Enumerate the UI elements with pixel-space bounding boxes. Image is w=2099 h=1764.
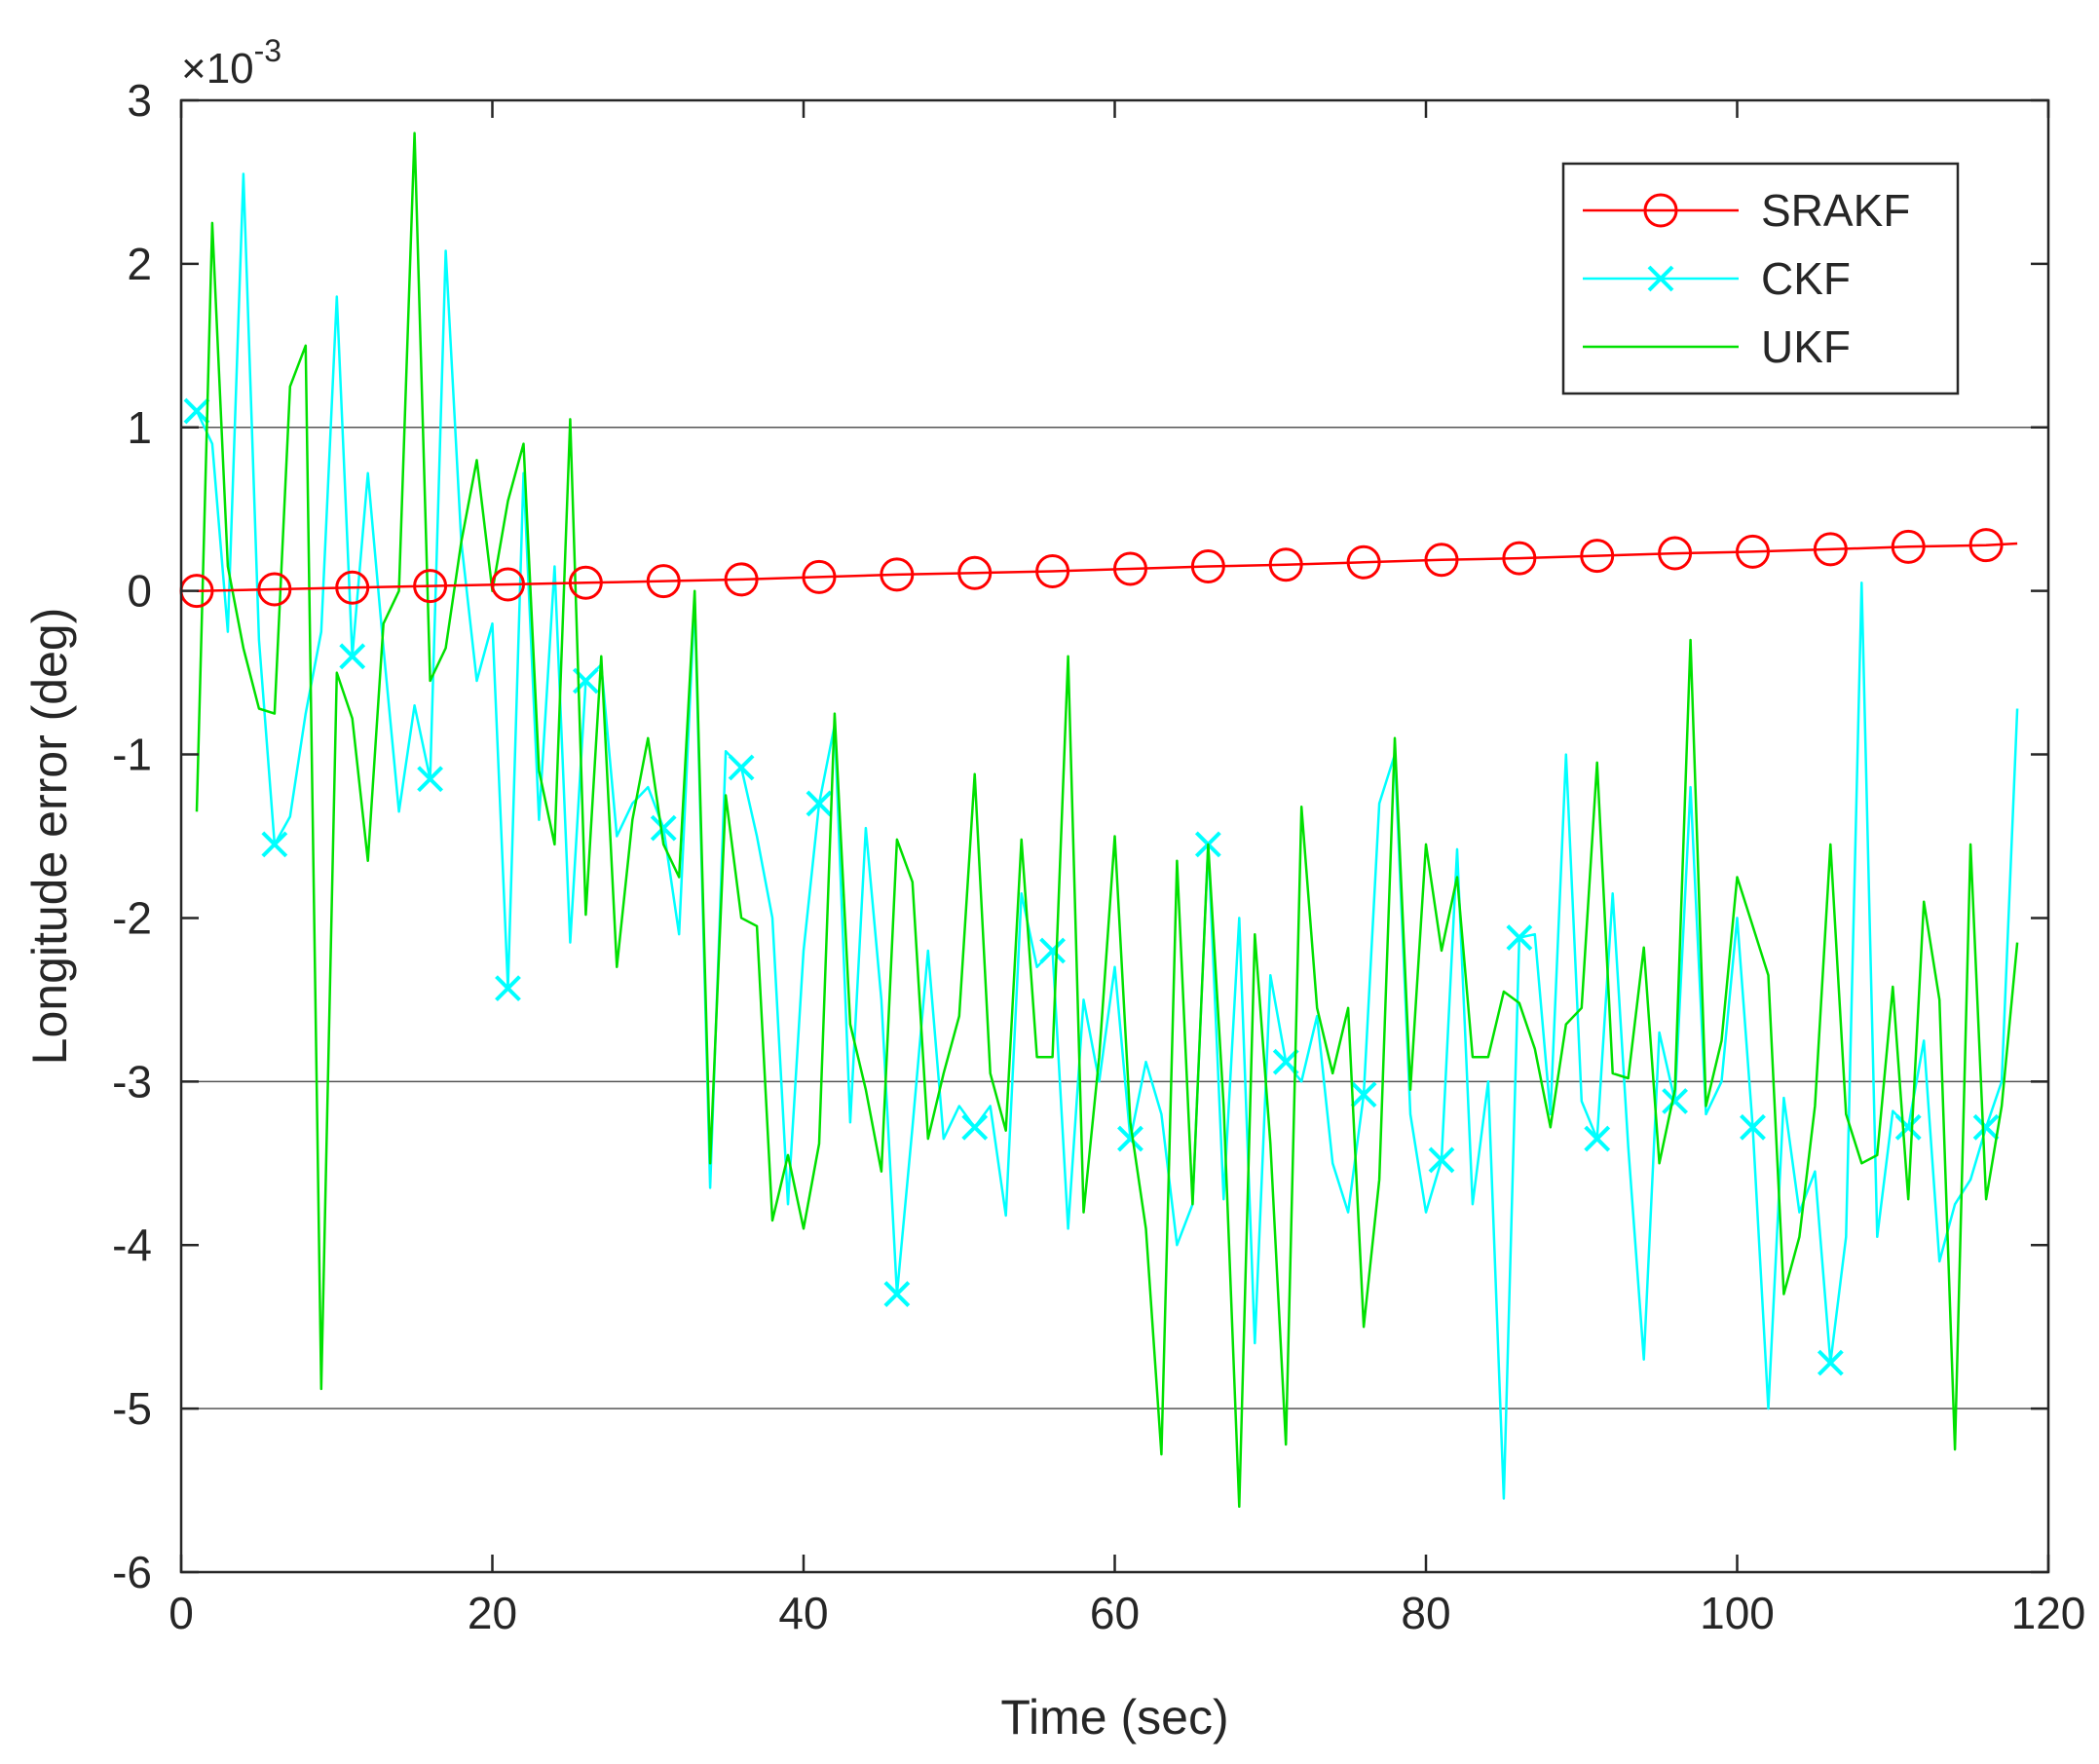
data-point [495, 975, 521, 1002]
y-scale-exponent: -3 [254, 33, 281, 68]
data-point [1112, 551, 1147, 586]
data-point [1817, 1349, 1844, 1376]
y-axis-title: Longitude error (deg) [22, 608, 77, 1066]
data-point [1502, 541, 1537, 576]
data-point [1658, 536, 1693, 571]
data-point [1813, 532, 1848, 567]
legend-entries: SRAKF CKF UKF [1583, 185, 1910, 372]
y-tick-label: -1 [112, 730, 152, 780]
legend-entry-srakf: SRAKF [1583, 185, 1910, 236]
x-tick-label: 80 [1401, 1588, 1450, 1638]
legend-label: SRAKF [1761, 185, 1910, 236]
data-point [1190, 548, 1225, 583]
legend-entry-ckf: CKF [1583, 253, 1851, 304]
data-point [1506, 924, 1533, 952]
data-point [1035, 554, 1070, 589]
legend-label: CKF [1761, 253, 1851, 304]
y-tick-label: 0 [127, 566, 152, 617]
data-point [1424, 543, 1459, 578]
data-point [568, 565, 603, 600]
x-tick-label: 60 [1090, 1588, 1140, 1638]
series-line-srakf [196, 542, 2018, 592]
x-axis-title: Time (sec) [1000, 1690, 1228, 1745]
x-tick-label: 0 [169, 1588, 194, 1638]
y-tick-label: 2 [127, 239, 152, 289]
data-point [802, 559, 837, 594]
series-ckf [183, 172, 2019, 1500]
data-point [1346, 544, 1381, 580]
data-point [335, 570, 370, 605]
data-point [724, 562, 759, 597]
data-point [1662, 1088, 1689, 1114]
axis-ticks: 0 20 40 60 80 100 120 -6 -5 -4 -3 -2 -1 0 1 2 3 [112, 75, 2085, 1638]
y-tick-label: -4 [112, 1220, 152, 1270]
x-tick-label: 100 [1700, 1588, 1775, 1638]
data-point [1580, 539, 1615, 574]
y-tick-label: -3 [112, 1056, 152, 1107]
data-point [257, 572, 292, 607]
data-point [261, 831, 288, 858]
legend-entry-ukf: UKF [1583, 321, 1851, 372]
data-point [961, 1113, 989, 1141]
data-point [1350, 1081, 1377, 1108]
data-point [1272, 1048, 1299, 1075]
data-point [1735, 534, 1770, 569]
y-tick-label: -5 [112, 1383, 152, 1434]
series-line-ckf [195, 172, 2019, 1500]
data-point [650, 814, 677, 842]
y-tick-label: 1 [127, 402, 152, 453]
data-point [728, 754, 755, 781]
y-tick-label: -2 [112, 892, 152, 943]
data-point [1039, 937, 1067, 964]
legend-marker [1647, 265, 1674, 292]
data-point [957, 555, 993, 590]
legend: SRAKF CKF UKF [1561, 162, 1960, 395]
legend-marker [1643, 193, 1678, 228]
data-point [1584, 1125, 1611, 1152]
data-point [1740, 1113, 1766, 1141]
data-point [413, 569, 448, 604]
series-line-ukf [195, 131, 2019, 1509]
data-point [883, 1281, 911, 1308]
x-tick-label: 120 [2011, 1588, 2086, 1638]
data-point [183, 397, 210, 425]
data-point [1894, 1113, 1922, 1141]
grid-lines [181, 427, 2048, 1409]
data-point [1428, 1146, 1455, 1174]
data-point [1972, 1113, 2000, 1141]
data-point [417, 766, 444, 793]
series-ukf [195, 131, 2019, 1509]
data-point [1268, 547, 1303, 582]
data-point [1968, 528, 2004, 563]
y-scale-multiplier: ×10-3 [181, 33, 281, 93]
y-tick-label: -6 [112, 1547, 152, 1597]
y-tick-label: 3 [127, 75, 152, 126]
y-scale-base: ×10 [181, 45, 254, 93]
data-point [806, 790, 833, 817]
data-point [1117, 1125, 1143, 1152]
data-point [339, 643, 366, 670]
data-point [490, 567, 525, 602]
data-point [1891, 529, 1926, 564]
x-tick-label: 40 [778, 1588, 828, 1638]
data-point [646, 564, 681, 599]
x-tick-label: 20 [468, 1588, 517, 1638]
data-point [880, 557, 915, 592]
legend-label: UKF [1761, 321, 1851, 372]
